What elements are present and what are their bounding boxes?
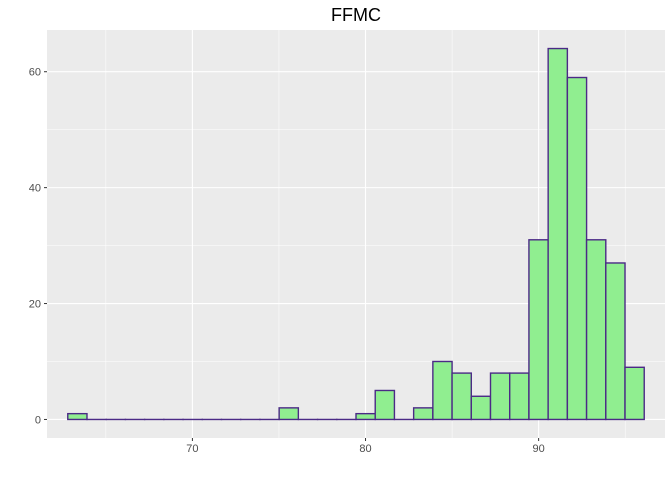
axis-ticks	[44, 71, 540, 441]
histogram-bar	[278, 407, 300, 421]
histogram-bar	[528, 239, 549, 421]
y-tick-label: 40	[29, 183, 41, 195]
x-tick-label: 90	[533, 443, 545, 455]
histogram-bar	[451, 372, 472, 421]
histogram-bar	[432, 360, 453, 421]
histogram-bar	[624, 366, 645, 421]
histogram-bars	[67, 47, 645, 421]
histogram-bar	[585, 239, 607, 421]
y-tick-label: 60	[29, 67, 41, 79]
y-axis-tick-labels: 0 20 40 60	[29, 67, 41, 427]
chart-title: FFMC	[331, 5, 381, 25]
histogram-bar	[509, 372, 530, 421]
histogram-bar	[489, 372, 511, 421]
y-tick-label: 20	[29, 299, 41, 311]
x-axis-tick-labels: 70 80 90	[186, 443, 544, 455]
histogram-bar	[67, 412, 88, 421]
y-tick-label: 0	[35, 414, 41, 426]
histogram-bar	[547, 47, 569, 421]
histogram-bar	[374, 389, 396, 421]
histogram-bar	[605, 262, 626, 421]
histogram-bar	[412, 407, 434, 421]
x-tick-label: 70	[186, 443, 198, 455]
histogram-bar	[470, 395, 492, 421]
x-tick-label: 80	[359, 443, 371, 455]
histogram-bar	[566, 76, 588, 421]
histogram-bar	[355, 412, 376, 421]
